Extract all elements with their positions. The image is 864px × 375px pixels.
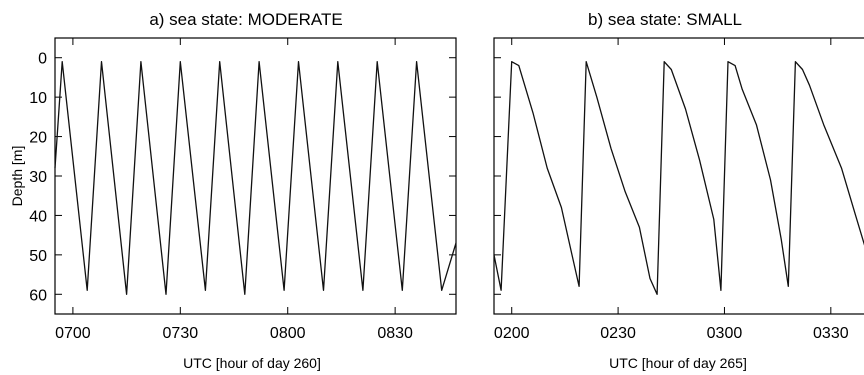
y-tick-label: 10: [29, 90, 47, 107]
y-tick-label: 0: [38, 51, 47, 68]
y-tick-label: 60: [29, 287, 47, 304]
panel-a-title: a) sea state: MODERATE: [149, 10, 342, 29]
depth-trace-line: [493, 61, 864, 295]
panel-a-frame: [54, 37, 457, 315]
x-tick-label: 0200: [494, 325, 530, 342]
x-tick-label: 0730: [163, 325, 199, 342]
y-tick-label: 50: [29, 248, 47, 265]
y-tick-label: 30: [29, 169, 47, 186]
y-tick-label: 40: [29, 208, 47, 225]
panel-b-series: [493, 61, 864, 295]
y-tick-label: 20: [29, 130, 47, 147]
x-tick-label: 0800: [270, 325, 306, 342]
panel-a-ticks: [55, 38, 456, 314]
panel-b-title: b) sea state: SMALL: [588, 10, 742, 29]
depth-trace-line: [54, 61, 457, 295]
panel-a-y-tick-labels: 0 10 20 30 40 50 60: [29, 51, 47, 305]
x-tick-label: 0330: [813, 325, 849, 342]
y-axis-label: Depth [m]: [9, 146, 25, 207]
x-tick-label: 0700: [55, 325, 91, 342]
x-tick-label: 0300: [707, 325, 743, 342]
panel-b-ticks: [494, 38, 832, 314]
panel-a-x-tick-labels: 0700 0730 0800 0830: [55, 325, 413, 342]
panel-b: b) sea state: SMALL 0200 0230 0300 0330 UTC…: [493, 10, 864, 371]
panel-b-x-tick-labels: 0200 0230 0300 0330: [494, 325, 849, 342]
panel-a-x-axis-label: UTC [hour of day 260]: [183, 355, 321, 371]
panel-a: a) sea state: MODERATE 0 10 20 30 40 50 60 070…: [9, 10, 457, 371]
panel-b-x-axis-label: UTC [hour of day 265]: [609, 355, 747, 371]
x-tick-label: 0230: [600, 325, 636, 342]
panel-a-series: [54, 61, 457, 295]
x-tick-label: 0830: [377, 325, 413, 342]
